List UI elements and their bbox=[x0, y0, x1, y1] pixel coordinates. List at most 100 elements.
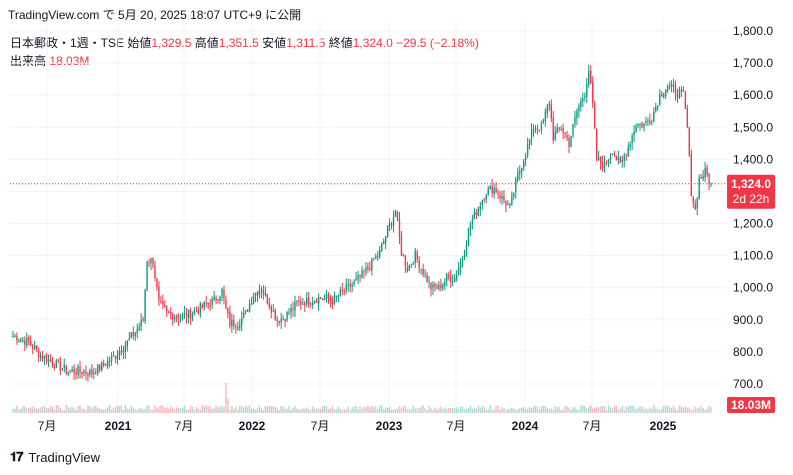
volume-bar bbox=[112, 407, 115, 413]
volume-bar bbox=[197, 408, 200, 413]
candle-body bbox=[69, 370, 71, 372]
candle-body bbox=[266, 293, 269, 304]
volume-bar bbox=[20, 408, 22, 413]
candle-body bbox=[657, 105, 659, 108]
candle-body bbox=[601, 162, 604, 169]
candle-body bbox=[217, 299, 219, 301]
volume-bar bbox=[566, 406, 568, 413]
y-tick-label: 1,100.0 bbox=[733, 249, 773, 263]
volume-bar bbox=[33, 407, 36, 413]
candle-body bbox=[690, 154, 692, 197]
candle-body bbox=[469, 223, 472, 230]
volume-bar bbox=[45, 408, 48, 413]
candle-body bbox=[521, 168, 523, 172]
volume-bar bbox=[355, 405, 357, 413]
candle-body bbox=[558, 127, 560, 129]
volume-bar bbox=[655, 408, 657, 413]
volume-bar bbox=[668, 407, 671, 413]
volume-bar bbox=[455, 407, 458, 413]
candle-body bbox=[379, 250, 381, 257]
candle-body bbox=[489, 186, 491, 189]
candle-body bbox=[154, 265, 156, 279]
volume-bar bbox=[546, 408, 549, 413]
volume-bar bbox=[501, 407, 503, 413]
candle-body bbox=[461, 257, 464, 261]
candle-body bbox=[278, 321, 280, 323]
candle-body bbox=[272, 310, 274, 312]
volume-bar bbox=[424, 408, 426, 413]
volume-bar bbox=[93, 406, 95, 413]
candle-body bbox=[51, 361, 54, 366]
volume-bar bbox=[438, 408, 440, 413]
candle-body bbox=[43, 355, 46, 359]
volume-bar bbox=[617, 409, 620, 413]
candle-body bbox=[26, 337, 28, 346]
candle-body bbox=[227, 308, 229, 314]
volume-bar bbox=[203, 406, 205, 413]
candle-body bbox=[394, 211, 397, 217]
candle-body bbox=[73, 368, 75, 374]
candle-body bbox=[195, 309, 198, 311]
candle-body bbox=[140, 319, 142, 328]
volume-bar bbox=[452, 408, 454, 413]
candle-body bbox=[586, 84, 588, 97]
candle-body bbox=[706, 167, 708, 176]
candle-body bbox=[22, 339, 24, 341]
volume-bar bbox=[489, 405, 491, 413]
candle-body bbox=[446, 274, 448, 282]
candle-body bbox=[65, 365, 67, 374]
candle-body bbox=[53, 366, 56, 368]
volume-bar bbox=[280, 405, 282, 413]
volume-bar bbox=[629, 405, 631, 413]
candle-body bbox=[607, 160, 610, 163]
candle-body bbox=[473, 211, 476, 219]
candle-body bbox=[430, 282, 432, 290]
volume-bar bbox=[572, 407, 574, 413]
volume-bar bbox=[377, 409, 379, 413]
footer-brand[interactable]: 𝟏𝟕 TradingView bbox=[10, 449, 100, 465]
volume-bar bbox=[298, 408, 300, 413]
candle-body bbox=[588, 70, 590, 86]
candle-body bbox=[292, 307, 294, 310]
volume-bar bbox=[700, 406, 702, 413]
volume-bar bbox=[67, 407, 69, 413]
candle-body bbox=[258, 290, 261, 295]
open-label: 始値 bbox=[127, 36, 152, 50]
candle-body bbox=[532, 129, 535, 131]
candle-body bbox=[404, 255, 407, 267]
candle-body bbox=[424, 274, 426, 276]
volume-bar bbox=[621, 405, 623, 413]
volume-bar bbox=[615, 406, 618, 413]
candle-body bbox=[625, 155, 627, 157]
candle-body bbox=[132, 331, 134, 337]
candle-body bbox=[270, 306, 272, 313]
candle-body bbox=[432, 283, 434, 289]
volume-bar bbox=[702, 408, 704, 413]
volume-bar bbox=[248, 405, 251, 413]
volume-bar bbox=[81, 408, 83, 413]
volume-bar bbox=[521, 407, 523, 413]
volume-bar bbox=[461, 406, 464, 413]
volume-bar bbox=[304, 409, 306, 413]
volume-bar bbox=[381, 405, 383, 413]
volume-bar bbox=[670, 408, 673, 413]
volume-bar bbox=[448, 408, 450, 413]
volume-bar bbox=[361, 408, 363, 413]
volume-bar bbox=[252, 408, 255, 413]
volume-bar bbox=[250, 408, 253, 413]
volume-bar bbox=[49, 406, 52, 413]
candle-body bbox=[241, 317, 243, 326]
candle-body bbox=[568, 137, 570, 147]
candle-body bbox=[319, 297, 322, 299]
volume-bar bbox=[536, 406, 539, 413]
volume-bar bbox=[166, 407, 168, 413]
candle-body bbox=[339, 290, 341, 296]
volume-bar bbox=[457, 409, 460, 413]
volume-bar bbox=[150, 409, 152, 413]
volume-bar bbox=[434, 407, 436, 413]
candle-body bbox=[503, 195, 505, 201]
candle-body bbox=[203, 302, 205, 308]
candle-body bbox=[584, 95, 586, 98]
candle-body bbox=[438, 284, 440, 290]
